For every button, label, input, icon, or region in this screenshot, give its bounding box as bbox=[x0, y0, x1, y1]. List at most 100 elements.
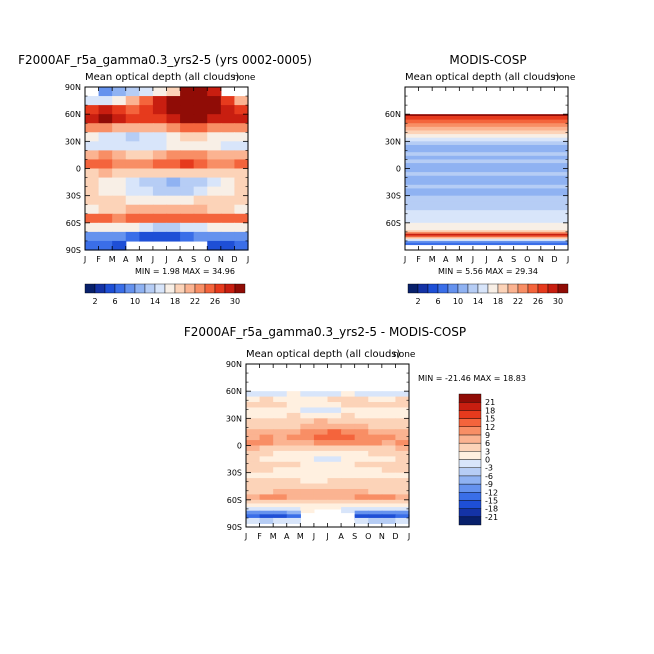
heatmap-cell bbox=[327, 423, 342, 430]
heatmap-cell bbox=[180, 159, 195, 170]
heatmap-cell bbox=[341, 418, 356, 425]
heatmap-cell bbox=[286, 478, 301, 485]
heatmap-cell bbox=[246, 514, 261, 521]
heatmap-cell bbox=[341, 423, 356, 430]
y-tick-label: 90N bbox=[65, 83, 81, 92]
heatmap-cell bbox=[395, 445, 410, 452]
zonal-band bbox=[405, 188, 568, 197]
colorbar-box bbox=[458, 434, 482, 444]
colorbar-label: -12 bbox=[485, 488, 498, 497]
colorbar-box bbox=[194, 283, 206, 294]
heatmap-cell bbox=[327, 461, 342, 468]
colorbar-box bbox=[134, 283, 146, 294]
colorbar-box bbox=[458, 467, 482, 477]
heatmap-cell bbox=[98, 114, 113, 124]
heatmap-cell bbox=[139, 195, 154, 206]
heatmap-cell bbox=[234, 159, 249, 170]
heatmap-cell bbox=[180, 123, 195, 133]
colorbar-box bbox=[144, 283, 156, 294]
heatmap-cell bbox=[354, 429, 369, 436]
heatmap-cell bbox=[259, 456, 274, 463]
heatmap-cell bbox=[166, 159, 181, 170]
heatmap-cell bbox=[98, 87, 113, 97]
heatmap-cell bbox=[152, 105, 168, 115]
heatmap-cell bbox=[207, 114, 222, 124]
colorbar-label: 18 bbox=[493, 297, 503, 306]
heatmap-cell bbox=[139, 186, 154, 197]
heatmap-cell bbox=[327, 472, 342, 479]
heatmap-cell bbox=[327, 402, 342, 409]
panel1-title: F2000AF_r5a_gamma0.3_yrs2-5 (yrs 0002-00… bbox=[18, 53, 312, 67]
colorbar-label: -9 bbox=[485, 480, 493, 489]
heatmap-cell bbox=[85, 195, 100, 206]
heatmap-cell bbox=[327, 478, 342, 485]
heatmap-cell bbox=[381, 499, 397, 506]
heatmap-cell bbox=[234, 132, 249, 142]
heatmap-cell bbox=[273, 488, 288, 495]
zonal-band bbox=[405, 231, 568, 235]
heatmap-cell bbox=[381, 507, 397, 514]
heatmap-cell bbox=[313, 461, 329, 468]
heatmap-cell bbox=[166, 114, 181, 124]
panel2-subtitle: Mean optical depth (all clouds) bbox=[405, 72, 560, 83]
zonal-band bbox=[405, 114, 568, 117]
heatmap-cell bbox=[112, 168, 127, 179]
heatmap-cell bbox=[85, 186, 100, 197]
heatmap-cell bbox=[286, 445, 301, 452]
heatmap-cell bbox=[246, 391, 261, 398]
heatmap-cell bbox=[395, 467, 410, 474]
heatmap-cell bbox=[327, 494, 342, 501]
heatmap-cell bbox=[381, 467, 397, 474]
zonal-band bbox=[405, 239, 568, 242]
y-tick-label: 30S bbox=[386, 192, 401, 201]
heatmap-cell bbox=[139, 177, 154, 188]
heatmap-cell bbox=[341, 467, 356, 474]
heatmap-cell bbox=[273, 517, 288, 524]
colorbar-label: 22 bbox=[513, 297, 523, 306]
x-tick-label: J bbox=[484, 255, 487, 264]
panel1-subtitle: Mean optical depth (all clouds) bbox=[85, 72, 240, 83]
heatmap-cell bbox=[286, 418, 301, 425]
heatmap-cell bbox=[98, 150, 113, 161]
heatmap-cell bbox=[395, 391, 410, 398]
heatmap-cell bbox=[98, 132, 113, 142]
heatmap-cell bbox=[112, 96, 127, 106]
y-tick-label: 90N bbox=[226, 360, 242, 369]
colorbar-box bbox=[214, 283, 226, 294]
x-tick-label: J bbox=[471, 255, 474, 264]
heatmap-cell bbox=[220, 231, 236, 242]
heatmap-cell bbox=[313, 407, 329, 414]
heatmap-cell bbox=[313, 467, 329, 474]
heatmap-cell bbox=[193, 222, 208, 233]
heatmap-cell bbox=[180, 195, 195, 206]
heatmap-cell bbox=[180, 231, 195, 242]
x-tick-label: D bbox=[551, 255, 557, 264]
heatmap-cell bbox=[112, 195, 127, 206]
heatmap-cell bbox=[193, 105, 208, 115]
heatmap-cell bbox=[368, 412, 383, 419]
zonal-band bbox=[405, 184, 568, 189]
heatmap-cell bbox=[166, 96, 181, 106]
heatmap-cell bbox=[381, 429, 397, 436]
heatmap-cell bbox=[395, 402, 410, 409]
heatmap-cell bbox=[273, 499, 288, 506]
heatmap-cell bbox=[98, 123, 113, 133]
heatmap-cell bbox=[85, 150, 100, 161]
zonal-band bbox=[405, 237, 568, 240]
y-tick-label: 0 bbox=[76, 165, 81, 174]
heatmap-cell bbox=[85, 204, 100, 215]
heatmap-cell bbox=[313, 450, 329, 457]
heatmap-cell bbox=[246, 434, 261, 441]
heatmap-cell bbox=[395, 418, 410, 425]
heatmap-cell bbox=[112, 141, 127, 151]
heatmap-cell bbox=[341, 391, 356, 398]
heatmap-cell bbox=[300, 402, 315, 409]
zonal-band bbox=[405, 148, 568, 153]
heatmap-cell bbox=[381, 412, 397, 419]
colorbar-box bbox=[458, 459, 482, 468]
heatmap-cell bbox=[313, 423, 329, 430]
heatmap-cell bbox=[139, 105, 154, 115]
heatmap-cell bbox=[207, 168, 222, 179]
heatmap-cell bbox=[166, 195, 181, 206]
